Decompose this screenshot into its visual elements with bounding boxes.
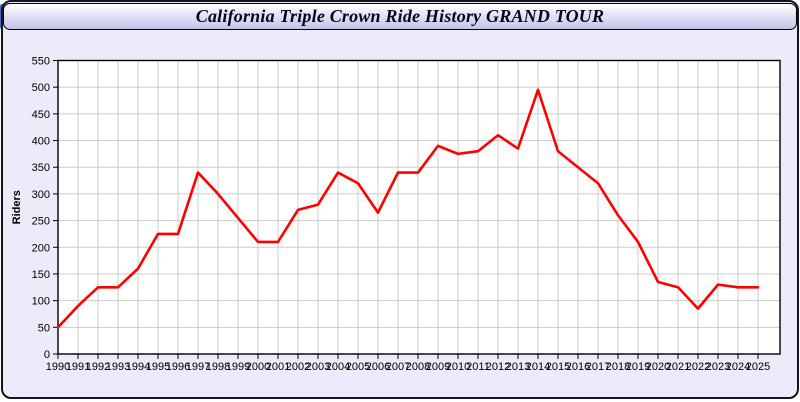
x-tick-label: 2014 — [526, 361, 550, 373]
x-tick-label: 2015 — [546, 361, 570, 373]
plot-border — [57, 59, 781, 355]
y-tick-label: 350 — [32, 162, 50, 174]
y-tick-label: 450 — [32, 109, 50, 121]
x-tick-label: 2017 — [586, 361, 610, 373]
x-tick-label: 2012 — [486, 361, 510, 373]
x-tick-label: 2009 — [426, 361, 450, 373]
x-tick-label: 1997 — [186, 361, 210, 373]
y-axis-label: Riders — [11, 190, 23, 224]
x-tick-label: 1998 — [206, 361, 230, 373]
x-tick-label: 2007 — [386, 361, 410, 373]
x-tick-label: 1990 — [46, 361, 70, 373]
x-tick-label: 2013 — [506, 361, 530, 373]
y-tick-label: 150 — [32, 269, 50, 281]
x-tick-label: 2006 — [366, 361, 390, 373]
y-tick-label: 300 — [32, 189, 50, 201]
y-tick-label: 200 — [32, 242, 50, 254]
x-tick-label: 2011 — [466, 361, 490, 373]
x-tick-label: 2010 — [446, 361, 470, 373]
x-tick-label: 1995 — [146, 361, 170, 373]
y-tick-label: 400 — [32, 136, 50, 148]
x-tick-label: 2004 — [326, 361, 350, 373]
x-tick-label: 2023 — [706, 361, 730, 373]
y-tick-label: 50 — [38, 322, 50, 334]
ride-history-chart: 0501001502002503003504004505005501990199… — [11, 56, 781, 373]
x-tick-label: 1996 — [166, 361, 190, 373]
x-tick-label: 2001 — [266, 361, 290, 373]
page-title: California Triple Crown Ride History GRA… — [195, 6, 605, 26]
y-tick-label: 0 — [44, 349, 50, 361]
x-tick-label: 1999 — [226, 361, 250, 373]
plot-area — [58, 60, 780, 354]
x-tick-label: 2020 — [646, 361, 670, 373]
x-tick-label: 2005 — [346, 361, 370, 373]
y-tick-label: 100 — [32, 296, 50, 308]
x-tick-label: 2000 — [246, 361, 270, 373]
x-tick-label: 2019 — [626, 361, 650, 373]
x-tick-label: 2008 — [406, 361, 430, 373]
y-tick-label: 550 — [32, 56, 50, 68]
x-tick-label: 1992 — [86, 361, 110, 373]
riders-line — [56, 88, 760, 329]
x-tick-label: 2022 — [686, 361, 710, 373]
title-bar: California Triple Crown Ride History GRA… — [3, 3, 797, 30]
x-tick-label: 2024 — [726, 361, 750, 373]
x-tick-label: 1994 — [126, 361, 150, 373]
x-tick-label: 2016 — [566, 361, 590, 373]
x-tick-label: 1993 — [106, 361, 130, 373]
x-tick-label: 1991 — [66, 361, 90, 373]
y-tick-label: 500 — [32, 82, 50, 94]
x-tick-label: 2021 — [666, 361, 690, 373]
y-tick-label: 250 — [32, 216, 50, 228]
x-tick-label: 2003 — [306, 361, 330, 373]
x-tick-label: 2002 — [286, 361, 310, 373]
x-tick-label: 2025 — [746, 361, 770, 373]
x-tick-label: 2018 — [606, 361, 630, 373]
